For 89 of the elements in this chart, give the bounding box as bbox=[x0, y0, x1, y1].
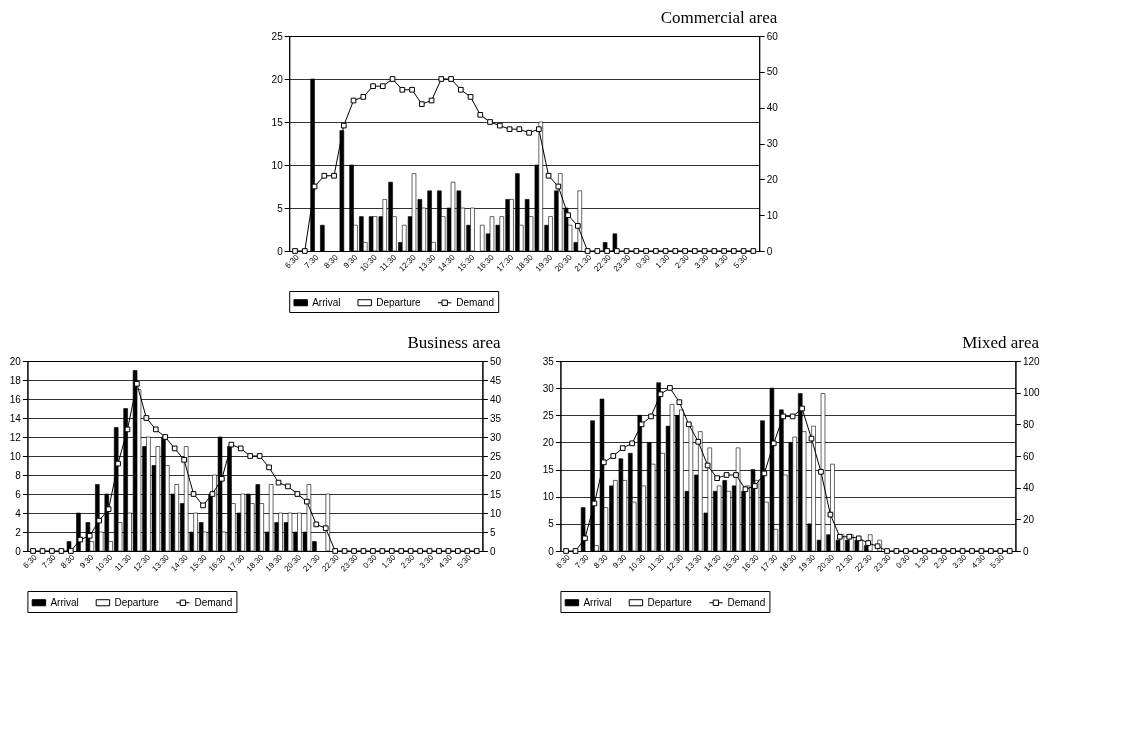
x-tick-label: 4:30 bbox=[712, 252, 731, 271]
x-tick-label: 5:30 bbox=[731, 252, 750, 271]
y2-tick-label: 15 bbox=[489, 488, 502, 500]
y-tick-label: 6 bbox=[15, 488, 22, 500]
x-tick-label: 8:30 bbox=[592, 552, 610, 571]
x-tick-label: 0:30 bbox=[894, 552, 912, 571]
y-tick-label: 0 bbox=[548, 545, 555, 557]
y-tick-label: 8 bbox=[15, 469, 22, 481]
y-tick-label: 25 bbox=[542, 409, 555, 421]
y2-tick-label: 20 bbox=[1022, 513, 1035, 525]
x-tick-label: 9:30 bbox=[610, 552, 629, 571]
y2-tick-label: 0 bbox=[766, 245, 773, 257]
y2-tick-label: 25 bbox=[489, 450, 502, 462]
y2-tick-label: 40 bbox=[489, 393, 502, 405]
y-tick-label: 35 bbox=[542, 355, 555, 367]
x-tick-label: 3:30 bbox=[692, 252, 711, 271]
y-tick-label: 2 bbox=[15, 526, 22, 538]
legend-label: Demand bbox=[727, 596, 766, 608]
x-tick-label: 9:30 bbox=[77, 552, 96, 571]
y-tick-label: 10 bbox=[542, 491, 555, 503]
x-tick-label: 4:30 bbox=[436, 552, 455, 571]
y2-tick-label: 0 bbox=[489, 545, 496, 557]
y-tick-label: 16 bbox=[9, 393, 22, 405]
y2-tick-label: 120 bbox=[1022, 355, 1041, 367]
y2-tick-label: 10 bbox=[489, 507, 502, 519]
x-tick-label: 0:30 bbox=[361, 552, 379, 571]
y-tick-label: 18 bbox=[9, 374, 22, 386]
y-tick-label: 5 bbox=[277, 202, 284, 214]
x-tick-label: 0:30 bbox=[634, 252, 653, 271]
x-tick-label: 6:30 bbox=[21, 552, 40, 571]
y2-tick-label: 40 bbox=[766, 102, 779, 114]
x-tick-label: 1:30 bbox=[913, 552, 931, 571]
y-tick-label: 15 bbox=[271, 116, 284, 128]
legend-label: Demand bbox=[456, 296, 494, 308]
y-tick-label: 10 bbox=[9, 450, 22, 462]
y2-tick-label: 5 bbox=[489, 526, 496, 538]
y2-tick-label: 45 bbox=[489, 374, 502, 386]
legend-label: Departure bbox=[376, 296, 422, 308]
chart-title: Commercial area bbox=[660, 8, 778, 27]
legend-label: Arrival bbox=[50, 596, 79, 608]
y-tick-label: 20 bbox=[271, 73, 284, 85]
y-tick-label: 5 bbox=[548, 518, 555, 530]
x-tick-label: 6:30 bbox=[554, 552, 573, 571]
legend-label: Departure bbox=[647, 596, 693, 608]
x-tick-label: 4:30 bbox=[969, 552, 988, 571]
legend-label: Demand bbox=[194, 596, 233, 608]
x-tick-label: 3:30 bbox=[417, 552, 436, 571]
x-tick-label: 7:30 bbox=[302, 252, 321, 271]
y-tick-label: 12 bbox=[9, 431, 22, 443]
y2-tick-label: 35 bbox=[489, 412, 502, 424]
x-tick-label: 5:30 bbox=[988, 552, 1007, 571]
x-tick-label: 6:30 bbox=[283, 252, 302, 271]
y2-tick-label: 60 bbox=[766, 30, 779, 42]
chart-title: Business area bbox=[407, 333, 501, 352]
y2-tick-label: 80 bbox=[1022, 418, 1035, 430]
x-tick-label: 1:30 bbox=[653, 252, 672, 271]
x-tick-label: 9:30 bbox=[341, 252, 360, 271]
y2-tick-label: 20 bbox=[766, 173, 779, 185]
legend-label: Arrival bbox=[312, 296, 341, 308]
chart-title: Mixed area bbox=[962, 333, 1040, 352]
x-tick-label: 8:30 bbox=[322, 252, 341, 271]
y-tick-label: 25 bbox=[271, 30, 284, 42]
x-tick-label: 3:30 bbox=[950, 552, 969, 571]
y-tick-label: 10 bbox=[271, 159, 284, 171]
y2-tick-label: 100 bbox=[1022, 387, 1041, 399]
y2-tick-label: 50 bbox=[766, 66, 779, 78]
y2-tick-label: 20 bbox=[489, 469, 502, 481]
y-tick-label: 4 bbox=[15, 507, 22, 519]
y-tick-label: 15 bbox=[542, 464, 555, 476]
y-tick-label: 0 bbox=[277, 245, 284, 257]
y-tick-label: 0 bbox=[15, 545, 22, 557]
x-tick-label: 8:30 bbox=[59, 552, 77, 571]
y2-tick-label: 40 bbox=[1022, 482, 1035, 494]
legend-label: Departure bbox=[114, 596, 160, 608]
y2-tick-label: 30 bbox=[766, 138, 779, 149]
y-tick-label: 14 bbox=[9, 412, 22, 424]
y2-tick-label: 50 bbox=[489, 355, 502, 367]
y-tick-label: 20 bbox=[542, 436, 555, 448]
y2-tick-label: 0 bbox=[1022, 545, 1029, 557]
x-tick-label: 7:30 bbox=[573, 552, 591, 571]
y2-tick-label: 10 bbox=[766, 209, 779, 221]
y-tick-label: 30 bbox=[542, 382, 555, 394]
x-tick-label: 7:30 bbox=[40, 552, 58, 571]
legend-label: Arrival bbox=[583, 596, 612, 608]
y2-tick-label: 60 bbox=[1022, 450, 1035, 462]
x-tick-label: 1:30 bbox=[380, 552, 398, 571]
x-tick-label: 5:30 bbox=[455, 552, 474, 571]
y-tick-label: 20 bbox=[9, 355, 22, 367]
y2-tick-label: 30 bbox=[489, 431, 502, 443]
